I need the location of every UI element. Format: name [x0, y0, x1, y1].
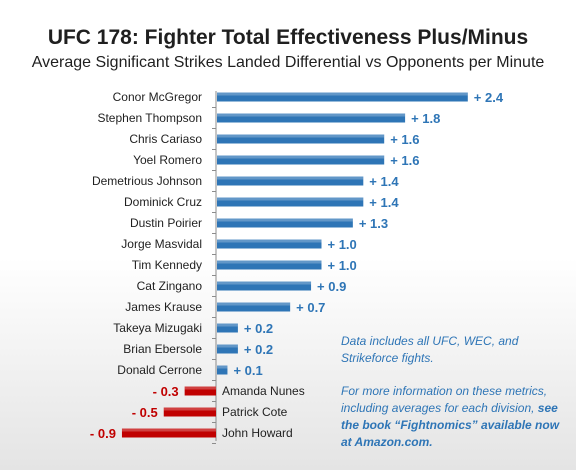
- category-label: Demetrious Johnson: [92, 174, 202, 188]
- data-label: + 1.4: [369, 174, 399, 189]
- category-label: Takeya Mizugaki: [113, 321, 202, 335]
- bar: [217, 113, 406, 123]
- data-label: + 0.2: [244, 342, 273, 357]
- data-label: - 0.5: [132, 405, 158, 420]
- data-label: + 0.2: [244, 321, 273, 336]
- data-label: + 1.6: [390, 153, 419, 168]
- category-label: Dustin Poirier: [130, 216, 202, 230]
- bar-highlight: [217, 344, 238, 348]
- category-label: Yoel Romero: [133, 153, 202, 167]
- data-label: + 1.8: [411, 111, 440, 126]
- bar: [217, 239, 322, 249]
- category-label: Conor McGregor: [113, 90, 202, 104]
- category-label: John Howard: [222, 426, 293, 440]
- bar-highlight: [163, 407, 216, 411]
- data-label: + 0.7: [296, 300, 325, 315]
- bar: [217, 302, 291, 312]
- book-promo-text: For more information on these metrics, i…: [341, 384, 548, 415]
- bar: [163, 407, 216, 417]
- category-label: Patrick Cote: [222, 405, 288, 419]
- bar: [217, 260, 322, 270]
- bar-highlight: [217, 302, 291, 306]
- bar: [217, 176, 364, 186]
- category-label: Dominick Cruz: [124, 195, 202, 209]
- bar-highlight: [184, 386, 216, 390]
- bar: [217, 365, 228, 375]
- data-label: + 0.9: [317, 279, 346, 294]
- data-label: + 0.1: [233, 363, 262, 378]
- bar-highlight: [217, 92, 468, 96]
- data-label: + 1.0: [328, 237, 357, 252]
- bar-highlight: [121, 428, 216, 432]
- data-label: + 1.6: [390, 132, 419, 147]
- data-label: - 0.3: [153, 384, 179, 399]
- bar: [217, 155, 385, 165]
- category-label: Brian Ebersole: [123, 342, 202, 356]
- data-label: + 1.4: [369, 195, 399, 210]
- category-label: Stephen Thompson: [97, 111, 202, 125]
- bar: [217, 344, 238, 354]
- bar-highlight: [217, 155, 385, 159]
- bar-highlight: [217, 260, 322, 264]
- category-label: Donald Cerrone: [117, 363, 202, 377]
- chart-title: UFC 178: Fighter Total Effectiveness Plu…: [47, 26, 529, 49]
- data-label: + 1.3: [359, 216, 388, 231]
- bar: [217, 281, 312, 291]
- data-label: + 1.0: [328, 258, 357, 273]
- book-promo-bold-text: see the book “Fightnomics” available now…: [341, 401, 560, 449]
- bar: [184, 386, 216, 396]
- bar-highlight: [217, 197, 364, 201]
- bar-highlight: [217, 134, 385, 138]
- data-label: - 0.9: [90, 426, 116, 441]
- bar: [217, 323, 238, 333]
- category-label: James Krause: [125, 300, 202, 314]
- bar-highlight: [217, 176, 364, 180]
- category-label: Cat Zingano: [137, 279, 203, 293]
- bar: [217, 134, 385, 144]
- bar: [217, 92, 468, 102]
- data-source-note: Data includes all UFC, WEC, and Strikefo…: [341, 334, 519, 365]
- data-label: + 2.4: [474, 90, 504, 105]
- bar: [217, 218, 353, 228]
- bar-highlight: [217, 281, 312, 285]
- bar: [217, 197, 364, 207]
- bar-highlight: [217, 239, 322, 243]
- bar-highlight: [217, 113, 406, 117]
- bar-highlight: [217, 323, 238, 327]
- chart-subtitle: Average Significant Strikes Landed Diffe…: [31, 54, 545, 71]
- category-label: Chris Cariaso: [129, 132, 202, 146]
- bar-highlight: [217, 218, 353, 222]
- category-label: Jorge Masvidal: [121, 237, 202, 251]
- book-promo-note: For more information on these metrics, i…: [341, 383, 571, 451]
- category-label: Tim Kennedy: [132, 258, 202, 272]
- category-label: Amanda Nunes: [222, 384, 305, 398]
- bar: [121, 428, 216, 438]
- bar-highlight: [217, 365, 228, 369]
